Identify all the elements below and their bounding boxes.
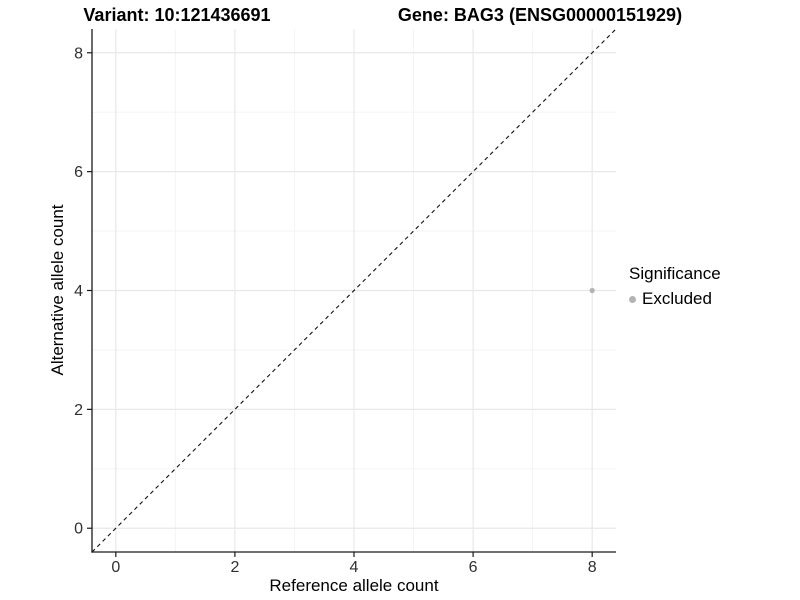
legend: Significance Excluded — [629, 264, 721, 309]
x-axis-tick-label: 2 — [230, 559, 239, 576]
y-axis-tick-label: 8 — [74, 45, 83, 62]
plot-title-gene: Gene: BAG3 (ENSG00000151929) — [397, 5, 683, 25]
y-axis-title: Alternative allele count — [48, 204, 67, 376]
y-axis-tick-label: 4 — [74, 283, 83, 300]
diagonal-reference-line — [91, 28, 617, 553]
x-axis-tick-label: 6 — [469, 559, 478, 576]
x-axis-title: Reference allele count — [269, 576, 439, 595]
plot-title-variant: Variant: 10:121436691 — [83, 5, 271, 25]
legend-entry-label: Excluded — [642, 289, 712, 308]
data-point — [589, 287, 595, 294]
x-axis-tick-label: 4 — [350, 559, 359, 576]
legend-title: Significance — [629, 264, 721, 283]
y-axis-tick-label: 6 — [74, 164, 83, 181]
legend-point-marker-icon — [629, 295, 636, 303]
x-axis-tick-label: 0 — [111, 559, 120, 576]
legend-entry: Excluded — [629, 289, 721, 309]
y-axis-tick-label: 0 — [74, 521, 83, 538]
y-axis-tick-label: 2 — [74, 402, 83, 419]
x-axis-tick-label: 8 — [588, 559, 597, 576]
